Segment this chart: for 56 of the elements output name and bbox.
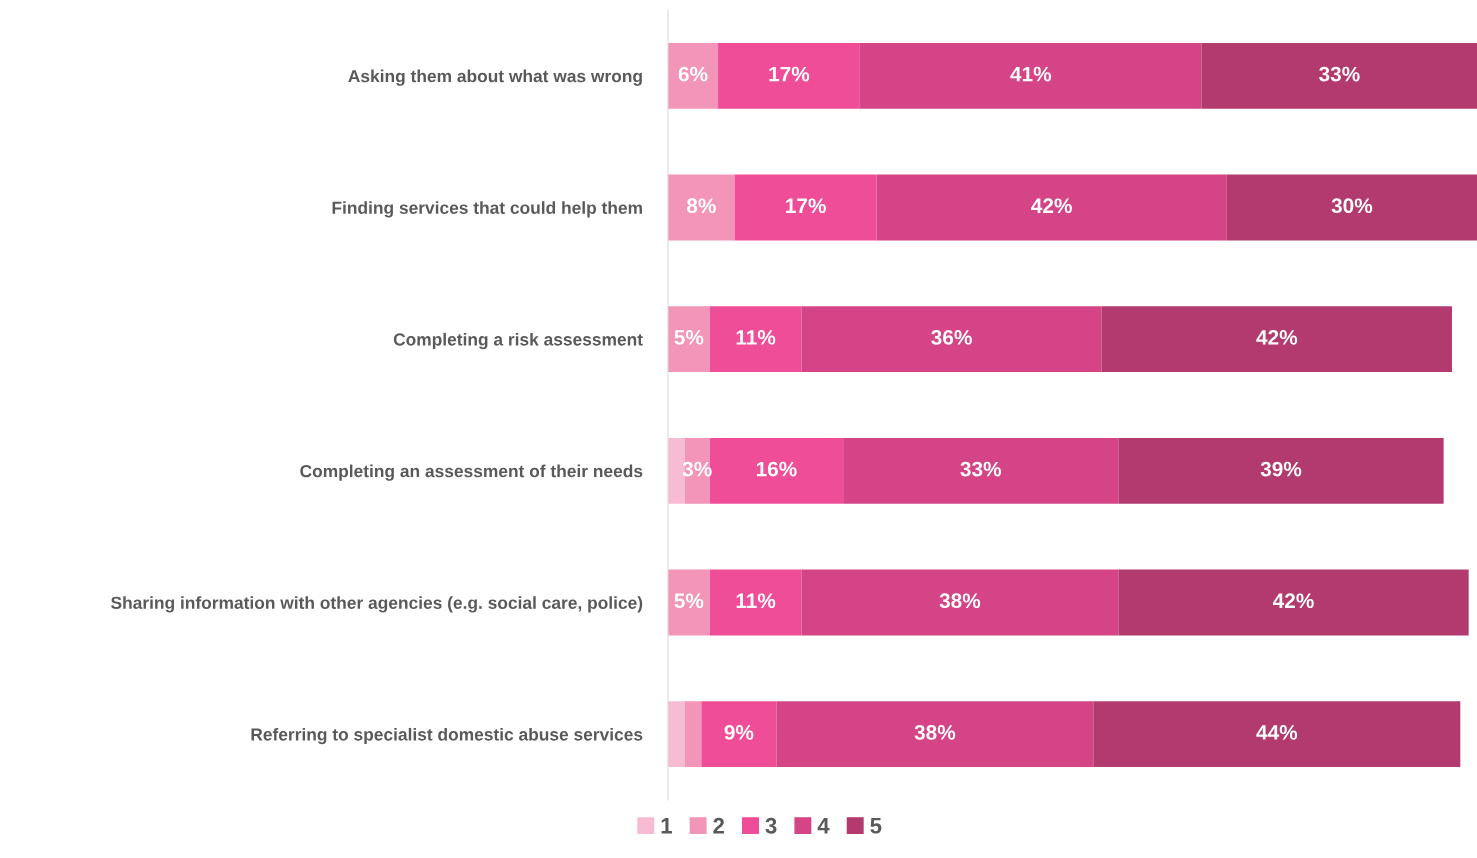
bar xyxy=(668,306,710,373)
data-label: 5% xyxy=(674,330,704,345)
data-label: 6% xyxy=(678,66,708,82)
bar xyxy=(776,701,1094,768)
bar xyxy=(1201,42,1477,109)
data-label: 30% xyxy=(1331,198,1373,214)
data-label: 42% xyxy=(1031,198,1072,214)
data-label: 11% xyxy=(736,330,776,345)
y-tick-label: Sharing information with other agencies (e.g. social care, police) xyxy=(111,596,643,613)
bar xyxy=(1101,306,1452,373)
bar xyxy=(859,42,1202,109)
legend-label: 4 xyxy=(817,818,830,834)
bar xyxy=(843,437,1119,504)
bar xyxy=(668,701,685,768)
bar xyxy=(1226,174,1477,241)
data-label: 33% xyxy=(960,461,1002,477)
data-label: 39% xyxy=(1260,461,1302,477)
bar xyxy=(668,174,735,241)
data-label: 11% xyxy=(736,593,776,609)
bar xyxy=(668,569,710,636)
bar xyxy=(718,42,860,109)
bar xyxy=(709,306,802,373)
y-tick-label: Completing an assessment of their needs xyxy=(300,464,643,481)
y-tick-label: Completing a risk assessment xyxy=(393,332,643,350)
data-label: 16% xyxy=(756,461,797,477)
bar xyxy=(1093,701,1461,768)
bar xyxy=(876,174,1227,241)
bar xyxy=(734,174,877,241)
bar xyxy=(1118,437,1444,504)
y-tick-label: Referring to specialist domestic abuse services xyxy=(251,727,643,745)
data-label: 41% xyxy=(1010,66,1052,82)
data-label: 38% xyxy=(914,725,956,740)
bar xyxy=(709,569,802,636)
data-label: 5% xyxy=(674,593,704,609)
y-tick-label: Finding services that could help them xyxy=(332,201,642,218)
bar xyxy=(701,701,777,768)
data-label: 9% xyxy=(724,725,754,740)
legend-label: 1 xyxy=(661,818,672,834)
data-label: 44% xyxy=(1256,725,1298,740)
data-label: 42% xyxy=(1256,330,1298,345)
bar xyxy=(801,306,1102,373)
data-label: 33% xyxy=(1319,66,1360,82)
legend-label: 3 xyxy=(765,817,777,834)
data-label: 36% xyxy=(931,330,972,345)
bar xyxy=(801,569,1119,636)
data-label: 38% xyxy=(939,593,981,609)
data-label: 17% xyxy=(786,198,826,214)
legend-label: 5 xyxy=(870,818,882,834)
y-tick-label: Asking them about what was wrong xyxy=(348,69,642,86)
legend-label: 2 xyxy=(713,817,725,834)
bar xyxy=(668,42,719,109)
data-label: 42% xyxy=(1272,593,1314,609)
bar xyxy=(684,701,702,768)
data-label: 8% xyxy=(686,198,716,214)
bar xyxy=(1118,569,1469,636)
data-label: 17% xyxy=(769,66,810,82)
